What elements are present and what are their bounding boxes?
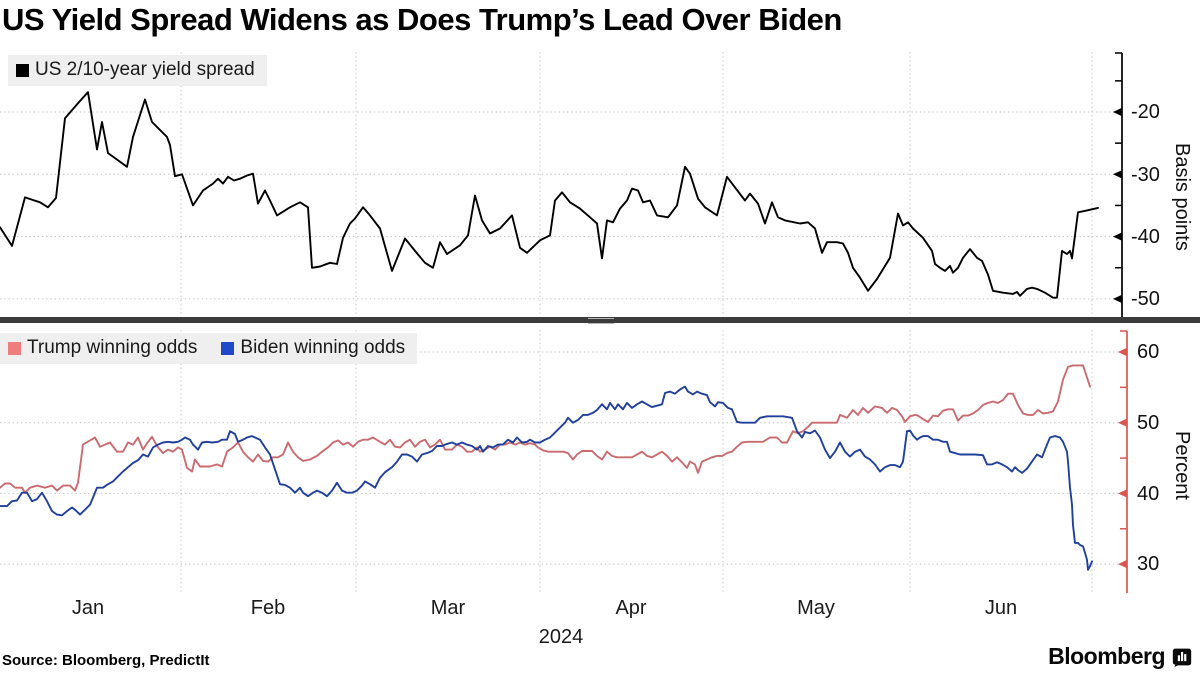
bloomberg-wordmark: Bloomberg (1048, 643, 1165, 669)
basis-tick-label: -50 (1131, 288, 1160, 310)
spread-series-swatch (16, 63, 29, 77)
biden-legend-label: Biden winning odds (240, 337, 406, 358)
spread-legend-label: US 2/10-year yield spread (35, 59, 255, 80)
panel-divider (0, 317, 1200, 324)
bloomberg-terminal-icon (1172, 648, 1192, 667)
basis-tick-label: -40 (1131, 226, 1160, 248)
x-tick-apr: Apr (615, 597, 647, 619)
panel-resize-handle[interactable] (588, 318, 614, 324)
percent-tick-label: 60 (1137, 341, 1160, 363)
bloomberg-logo: Bloomberg (1048, 643, 1192, 670)
x-tick-jun: Jun (984, 597, 1018, 619)
chart-title: US Yield Spread Widens as Does Trump’s L… (2, 2, 842, 37)
x-tick-may: May (797, 597, 835, 619)
legend-odds: Trump winning odds Biden winning odds (0, 333, 418, 364)
percent-tick-label: 50 (1137, 412, 1160, 434)
basis-axis-title: Basis points (1171, 143, 1193, 251)
trump-series-swatch (8, 341, 21, 355)
x-tick-mar: Mar (430, 597, 466, 619)
x-tick-feb: Feb (250, 597, 286, 619)
trump-legend-label: Trump winning odds (27, 337, 198, 358)
source-note: Source: Bloomberg, PredictIt (2, 652, 210, 669)
percent-tick-label: 40 (1137, 483, 1160, 505)
basis-tick-label: -20 (1131, 101, 1160, 123)
legend-item-biden: Biden winning odds (221, 337, 405, 359)
percent-axis-title: Percent (1171, 430, 1193, 500)
x-tick-jan: Jan (71, 597, 105, 619)
biden-series-swatch (221, 341, 235, 355)
legend-spread: US 2/10-year yield spread (8, 55, 267, 86)
x-axis-year-label: 2024 (538, 626, 584, 648)
basis-tick-label: -30 (1131, 164, 1160, 186)
percent-tick-label: 30 (1137, 553, 1160, 575)
legend-item-trump: Trump winning odds (8, 337, 197, 359)
